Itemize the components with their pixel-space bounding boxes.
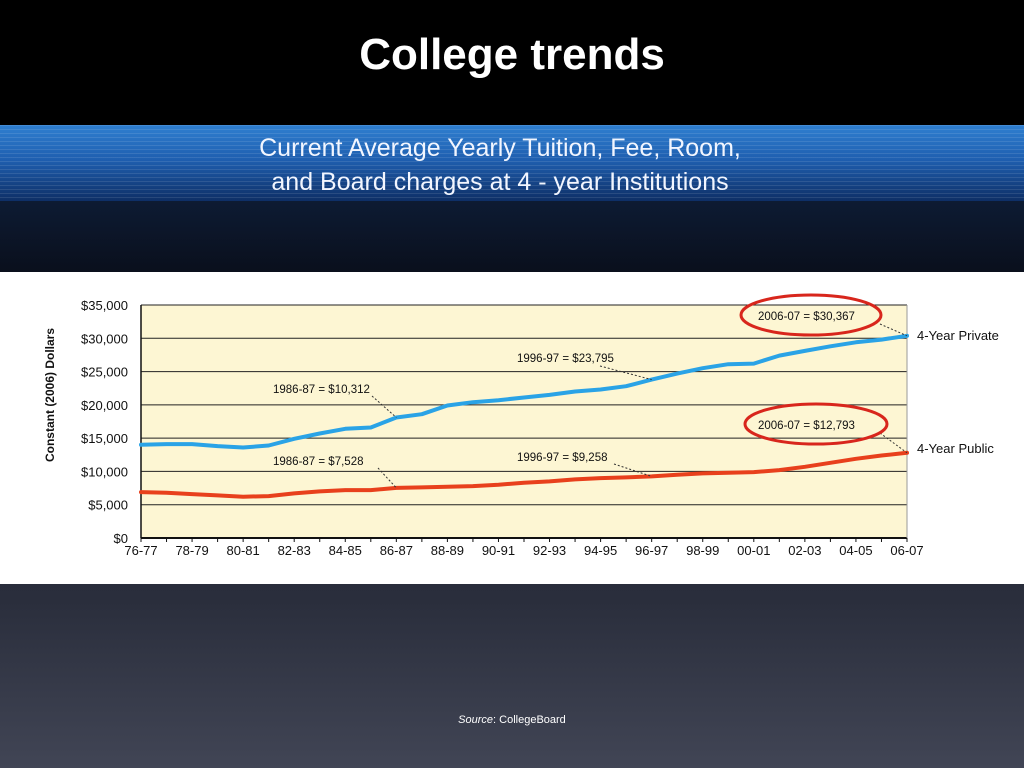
annotation-label: 1986-87 = $10,312 — [273, 384, 370, 396]
y-tick-label: $10,000 — [81, 464, 128, 479]
x-tick-label: 04-05 — [839, 543, 872, 558]
subtitle-line-1: Current Average Yearly Tuition, Fee, Roo… — [259, 134, 741, 162]
annotation-leader — [599, 365, 652, 381]
x-tick-label: 90-91 — [482, 543, 515, 558]
series-labels: 4-Year Private 4-Year Public — [917, 328, 999, 456]
y-tick-label: $35,000 — [81, 298, 128, 313]
series-lines — [139, 333, 909, 499]
x-tick-label: 92-93 — [533, 543, 566, 558]
annotation-label: 2006-07 = $12,793 — [758, 420, 855, 432]
x-tick-label: 84-85 — [329, 543, 362, 558]
x-tick-labels: 76-77 78-79 80-81 82-83 84-85 86-87 88-89 90-91… — [124, 538, 924, 558]
y-tick-label: $20,000 — [81, 398, 128, 413]
x-tick-label: 86-87 — [380, 543, 413, 558]
annotation-leader — [613, 463, 652, 477]
tuition-line-chart: $0 $5,000 $10,000 $15,000 $20,000 $25,000 $30,… — [43, 293, 999, 558]
slide-title: College trends — [359, 30, 665, 79]
source-label: Source — [458, 714, 494, 726]
y-tick-label: $15,000 — [81, 431, 128, 446]
highlight-circle — [743, 402, 889, 446]
slide-subtitle: Current Average Yearly Tuition, Fee, Roo… — [0, 131, 1000, 199]
series-line — [139, 333, 909, 450]
series-line — [139, 450, 909, 499]
x-tick-label: 76-77 — [124, 543, 157, 558]
x-tick-label: 96-97 — [635, 543, 668, 558]
y-tick-label: $0 — [114, 531, 128, 546]
x-tick-label: 94-95 — [584, 543, 617, 558]
annotation-label: 1996-97 = $23,795 — [517, 353, 614, 365]
y-tick-label: $25,000 — [81, 365, 128, 380]
annotations: 1986-87 = $10,312 1996-97 = $23,795 2006-0… — [273, 293, 908, 489]
series-label: 4-Year Private — [917, 328, 999, 343]
annotation-label: 1996-97 = $9,258 — [517, 452, 607, 464]
subtitle-band — [0, 125, 1024, 201]
x-tick-label: 80-81 — [227, 543, 260, 558]
annotation-leader — [371, 395, 397, 418]
series-label: 4-Year Public — [917, 441, 994, 456]
annotation-label: 1986-87 = $7,528 — [273, 456, 363, 468]
chart-panel: $0 $5,000 $10,000 $15,000 $20,000 $25,000 $30,… — [0, 272, 1024, 584]
x-tick-label: 06-07 — [890, 543, 923, 558]
annotation-leader — [879, 323, 908, 337]
y-axis-label: Constant (2006) Dollars — [43, 328, 57, 462]
subtitle-line-2: and Board charges at 4 - year Institutio… — [271, 168, 729, 196]
dark-band — [0, 201, 1024, 273]
x-tick-label: 02-03 — [788, 543, 821, 558]
source-note: Source: CollegeBoard — [0, 714, 1024, 726]
annotation-leader — [879, 432, 908, 454]
plot-background — [141, 305, 907, 538]
y-tick-label: $30,000 — [81, 331, 128, 346]
title-band — [0, 0, 1024, 122]
y-tick-labels: $0 $5,000 $10,000 $15,000 $20,000 $25,000 $30,… — [81, 298, 128, 546]
x-tick-label: 78-79 — [175, 543, 208, 558]
annotation-leader — [377, 467, 397, 489]
x-tick-label: 98-99 — [686, 543, 719, 558]
x-tick-label: 88-89 — [431, 543, 464, 558]
x-tick-label: 00-01 — [737, 543, 770, 558]
y-tick-label: $5,000 — [88, 498, 128, 513]
highlight-circle — [739, 293, 883, 337]
annotation-label: 2006-07 = $30,367 — [758, 311, 855, 323]
x-tick-label: 82-83 — [278, 543, 311, 558]
source-text: : CollegeBoard — [493, 714, 566, 726]
